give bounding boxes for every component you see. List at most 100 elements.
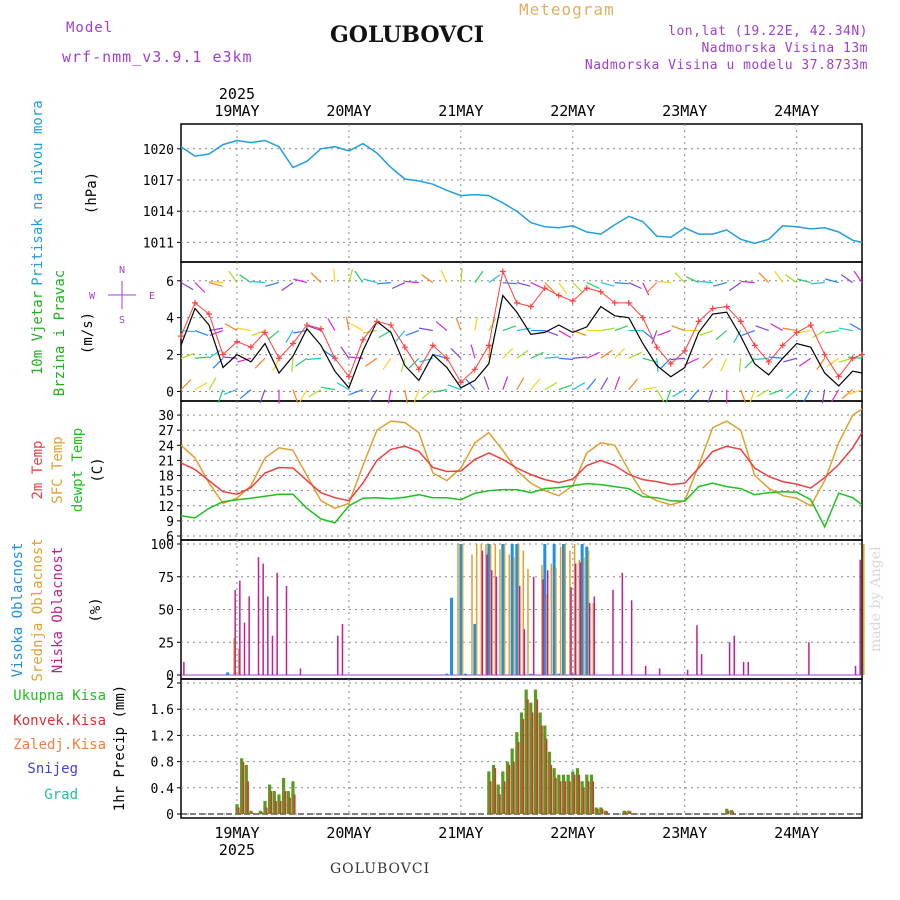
wind-arrow <box>720 357 728 372</box>
precip-conv-bar <box>489 781 492 814</box>
precip-conv-bar <box>522 719 525 814</box>
wind-arrow <box>674 272 686 284</box>
wind-arrow <box>435 321 448 332</box>
wind-arrow <box>713 282 727 287</box>
y-tick-label-temperature: 30 <box>158 409 174 424</box>
day-label-bottom: 21MAY <box>438 824 483 842</box>
wind-arrow <box>323 349 336 359</box>
dewpt-line <box>180 482 863 529</box>
precip-conv-bar <box>555 777 557 814</box>
wind-arrow <box>208 349 221 359</box>
wind-gust-marker <box>541 285 548 292</box>
precip-total-bar <box>510 748 514 814</box>
wind-arrow <box>544 356 559 359</box>
compass-label-s: S <box>119 315 125 326</box>
wind-arrow <box>336 382 350 391</box>
wind-arrow <box>600 377 609 390</box>
precip-conv-bar <box>573 774 576 814</box>
wind-arrow <box>783 357 797 363</box>
wind-arrow <box>408 357 420 369</box>
wind-arrow <box>824 329 839 334</box>
precip-conv-bar <box>541 725 543 814</box>
precip-legend-precip_frozen: Zaledj.Kisa <box>13 737 106 753</box>
wind-gust-marker <box>681 347 688 354</box>
model-label: Model <box>66 20 114 36</box>
wind-arrow <box>702 357 714 369</box>
y-tick-label-pressure: 1014 <box>143 205 174 220</box>
y-tick-label-pressure: 1011 <box>143 236 174 251</box>
wind-gust-marker <box>835 373 842 380</box>
panel-frame-wind <box>180 261 863 402</box>
wind-arrow <box>421 274 434 284</box>
wind-arrow <box>460 268 463 283</box>
wind-arrow <box>651 330 658 344</box>
precip-conv-bar <box>517 741 520 814</box>
wind-arrow <box>530 282 544 290</box>
wind-gust-marker <box>625 299 632 306</box>
precip-total-bar <box>515 732 519 814</box>
pressure-line <box>180 139 863 245</box>
precip-total-bar <box>561 774 566 814</box>
wind-arrow <box>363 278 378 284</box>
wind-arrow <box>707 389 714 404</box>
wind-arrow <box>369 389 378 403</box>
wind-gust-marker <box>387 322 394 329</box>
wind-arrow <box>685 276 700 284</box>
wind-arrow <box>502 376 509 390</box>
day-label-top: 23MAY <box>662 102 707 120</box>
wind-arrow <box>797 278 811 284</box>
wind-arrow <box>810 282 825 285</box>
wind-gust-marker <box>317 325 324 332</box>
precip-conv-bar <box>237 807 240 814</box>
wind-arrow <box>803 389 812 403</box>
wind-arrow <box>194 382 208 391</box>
wind-arrow <box>769 389 783 395</box>
wind-arrow <box>267 330 280 341</box>
wind-arrow <box>488 344 491 359</box>
wind-arrow <box>194 356 209 359</box>
wind-arrow <box>614 376 621 390</box>
precip-conv-bar <box>513 761 515 814</box>
wind-arrow <box>180 282 194 291</box>
wind-arrow <box>378 330 392 339</box>
wind-arrow <box>660 357 672 369</box>
wind-gust-marker <box>345 373 352 380</box>
wind-arrow <box>387 389 392 404</box>
wind-arrow <box>413 389 420 404</box>
day-label-bottom: 23MAY <box>662 824 707 842</box>
wind-arrow <box>291 358 294 373</box>
wind-arrow <box>400 358 406 372</box>
wind-arrow <box>502 325 517 332</box>
wind-arrow <box>228 270 238 283</box>
wind-arrow <box>254 357 266 369</box>
wind-arrow <box>251 330 266 336</box>
wind-gust-marker <box>401 344 408 351</box>
wind-gust-marker <box>191 299 198 306</box>
wind-arrow <box>239 274 252 284</box>
wind-arrow <box>749 389 756 404</box>
precip-total-bar <box>543 725 547 814</box>
precip-legend-precip_conv: Konvek.Kisa <box>13 713 106 729</box>
pressure-unit-label: (hPa) <box>84 172 100 214</box>
wind-arrow <box>586 282 600 290</box>
wind-gust-marker <box>219 351 226 358</box>
precip-conv-bar <box>242 761 245 814</box>
wind-arrow <box>306 357 321 361</box>
wind-arrow <box>440 269 448 283</box>
wind-arrow <box>558 384 573 391</box>
day-label-bottom: 24MAY <box>774 824 819 842</box>
wind-arrow <box>237 327 252 332</box>
wind-gust-marker <box>457 379 464 386</box>
wind-gust-marker <box>611 299 618 306</box>
precip-legend-precip_total: Ukupna Kisa <box>13 688 106 704</box>
temp-unit-label: (C) <box>90 457 106 482</box>
wind-gust-marker <box>233 338 240 345</box>
compass-icon <box>108 281 136 309</box>
wind-arrow <box>782 327 797 332</box>
precip-total-bar <box>547 751 552 814</box>
y-tick-label-precip: 0.8 <box>151 756 174 771</box>
wind-arrow <box>516 327 531 332</box>
precip-conv-bar <box>592 781 595 814</box>
wind-gust-marker <box>779 342 786 349</box>
